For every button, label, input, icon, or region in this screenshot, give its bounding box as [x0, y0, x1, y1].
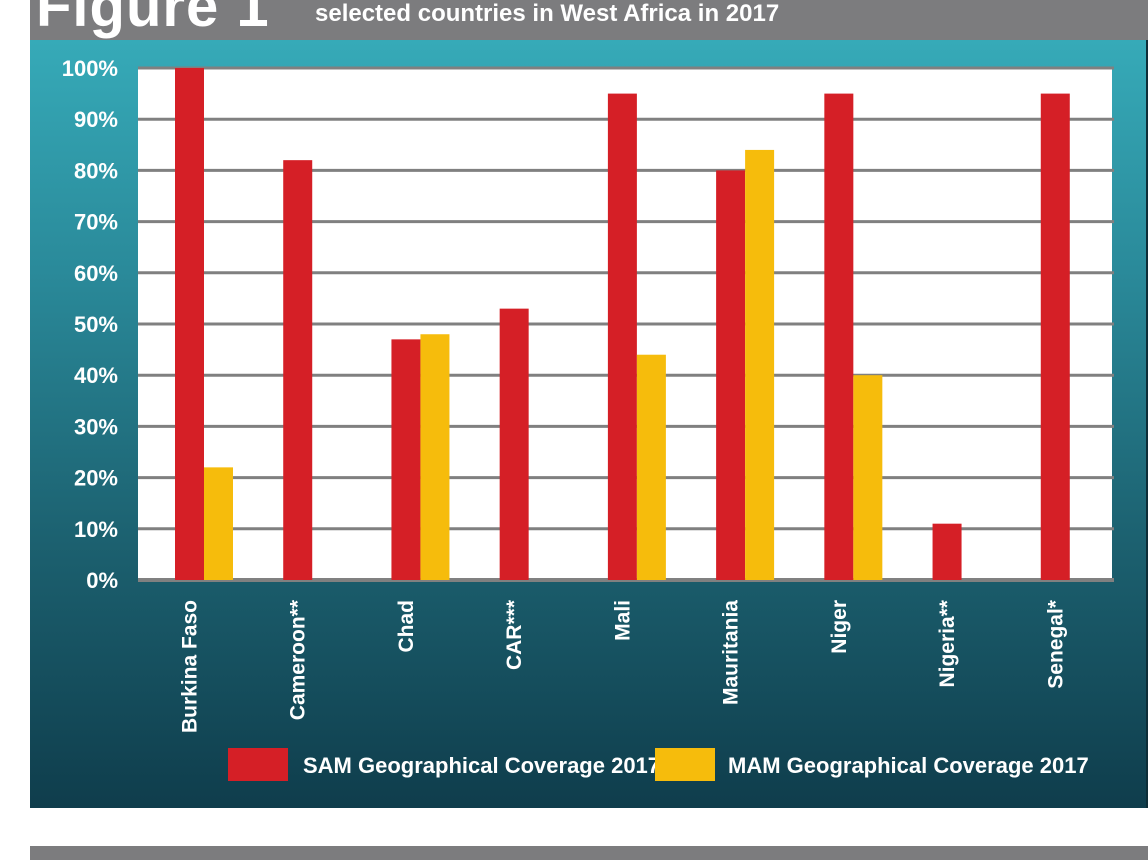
x-tick-label: Mali [611, 600, 634, 641]
y-tick-label: 30% [74, 414, 118, 439]
y-tick-label: 60% [74, 261, 118, 286]
figure-header [30, 0, 1148, 40]
chart-panel: 0% 10% 20% 30% 40% 50% 60% 70% 80% 90% 100% Burkin… [30, 40, 1148, 808]
legend-label: MAM Geographical Coverage 2017 [728, 753, 1089, 778]
bar-mam [204, 467, 233, 580]
bar-mam [636, 354, 666, 580]
bar-mam [745, 149, 775, 581]
legend: SAM Geographical Coverage 2017 MAM Geogra… [228, 748, 1089, 781]
bar-sam [283, 160, 313, 580]
bar-chart: 0% 10% 20% 30% 40% 50% 60% 70% 80% 90% 100% Burkin… [62, 56, 1114, 781]
x-tick-label: Cameroon** [287, 599, 310, 720]
figure-label: Figure 1 [36, 0, 270, 39]
bar-sam [824, 93, 854, 580]
legend-swatch [655, 748, 715, 781]
bar-mam [853, 375, 883, 580]
x-tick-label: Senegal* [1044, 599, 1067, 689]
bar-sam [1040, 93, 1070, 580]
bar-sam [391, 339, 421, 580]
y-tick-label: 20% [74, 466, 118, 491]
next-figure-header [30, 846, 1148, 860]
x-tick-label: Niger [828, 600, 851, 654]
bar-sam [499, 308, 529, 580]
bar-sam [716, 170, 746, 580]
x-axis-labels: Burkina Faso Cameroon** Chad CAR*** Mali Maur… [179, 599, 1068, 733]
bars [175, 68, 1070, 581]
x-tick-label: Burkina Faso [179, 600, 202, 733]
x-tick-label: CAR*** [503, 599, 526, 670]
y-tick-label: 80% [74, 158, 118, 183]
legend-swatch [228, 748, 288, 781]
bar-sam [175, 68, 204, 580]
bar-mam [420, 334, 450, 580]
y-tick-label: 90% [74, 107, 118, 132]
x-tick-label: Mauritania [720, 600, 743, 705]
y-tick-label: 70% [74, 210, 118, 235]
y-axis-ticks: 0% 10% 20% 30% 40% 50% 60% 70% 80% 90% 100% [62, 56, 118, 593]
bar-sam [607, 93, 637, 580]
y-tick-label: 100% [62, 56, 118, 81]
y-tick-label: 0% [86, 568, 118, 593]
y-tick-label: 10% [74, 517, 118, 542]
y-tick-label: 50% [74, 312, 118, 337]
legend-label: SAM Geographical Coverage 2017 [303, 753, 660, 778]
x-tick-label: Chad [395, 600, 418, 653]
x-tick-label: Nigeria** [936, 599, 959, 687]
y-tick-label: 40% [74, 363, 118, 388]
figure-title: selected countries in West Africa in 201… [315, 0, 780, 27]
bar-sam [932, 523, 962, 580]
